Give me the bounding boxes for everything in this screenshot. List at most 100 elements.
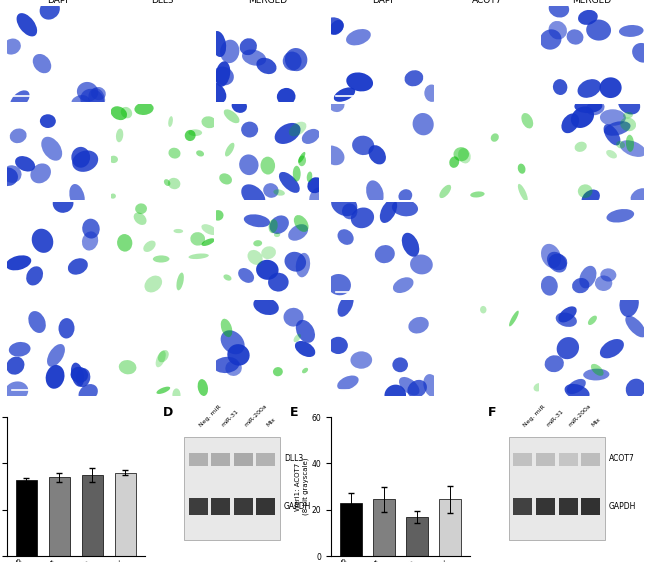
Ellipse shape <box>384 384 406 406</box>
Ellipse shape <box>153 255 170 262</box>
Y-axis label: Weri1 miR-200a: Weri1 miR-200a <box>0 222 3 278</box>
Y-axis label: Weri1 miR-200a: Weri1 miR-200a <box>0 222 3 278</box>
Ellipse shape <box>582 189 600 207</box>
Ellipse shape <box>575 142 587 152</box>
Ellipse shape <box>408 317 429 333</box>
Ellipse shape <box>423 374 439 397</box>
Ellipse shape <box>380 199 397 223</box>
Ellipse shape <box>172 388 181 401</box>
Ellipse shape <box>518 184 528 202</box>
Ellipse shape <box>346 72 373 92</box>
Ellipse shape <box>274 189 285 196</box>
Ellipse shape <box>231 99 247 113</box>
Y-axis label: Weri1 miR-31: Weri1 miR-31 <box>0 128 3 175</box>
Ellipse shape <box>270 215 289 234</box>
Ellipse shape <box>601 268 616 282</box>
Ellipse shape <box>553 79 567 95</box>
Ellipse shape <box>578 184 593 198</box>
Bar <box>536 498 555 515</box>
Ellipse shape <box>144 275 162 292</box>
Title: MERGED: MERGED <box>248 0 287 5</box>
Ellipse shape <box>168 116 173 127</box>
Text: GAPDH: GAPDH <box>284 502 311 511</box>
Bar <box>581 498 600 515</box>
Ellipse shape <box>626 379 645 399</box>
Ellipse shape <box>157 387 170 394</box>
Text: Neg. miR: Neg. miR <box>523 404 547 428</box>
Ellipse shape <box>509 311 519 327</box>
Bar <box>373 500 395 556</box>
Ellipse shape <box>268 273 289 292</box>
Ellipse shape <box>330 20 344 35</box>
Ellipse shape <box>202 238 214 246</box>
Y-axis label: Weri1 Negative miR: Weri1 Negative miR <box>326 19 332 88</box>
Ellipse shape <box>116 129 124 142</box>
Ellipse shape <box>337 229 354 245</box>
Ellipse shape <box>32 229 53 253</box>
Ellipse shape <box>29 311 46 333</box>
Text: miR-31: miR-31 <box>221 409 240 428</box>
Ellipse shape <box>600 339 624 359</box>
Ellipse shape <box>399 377 419 395</box>
Ellipse shape <box>322 17 344 34</box>
Ellipse shape <box>221 319 232 337</box>
Ellipse shape <box>579 266 597 288</box>
Bar <box>234 498 253 515</box>
Ellipse shape <box>346 29 370 46</box>
Bar <box>536 452 555 466</box>
Ellipse shape <box>393 277 413 293</box>
Ellipse shape <box>32 54 51 73</box>
Ellipse shape <box>606 150 617 158</box>
Ellipse shape <box>254 240 262 246</box>
Ellipse shape <box>240 38 257 55</box>
Ellipse shape <box>595 275 612 291</box>
Ellipse shape <box>294 215 309 232</box>
Text: ACOT7: ACOT7 <box>609 454 634 463</box>
Ellipse shape <box>224 110 239 123</box>
Bar <box>184 437 280 540</box>
Text: miR-31: miR-31 <box>545 409 565 428</box>
Bar <box>211 498 230 515</box>
Ellipse shape <box>626 135 634 152</box>
Ellipse shape <box>72 151 98 172</box>
Text: DLL3: DLL3 <box>284 454 304 463</box>
Ellipse shape <box>298 152 306 163</box>
Ellipse shape <box>220 330 244 354</box>
Ellipse shape <box>571 106 594 128</box>
Ellipse shape <box>288 224 308 241</box>
Y-axis label: Weri1 Mix: Weri1 Mix <box>0 330 3 365</box>
Ellipse shape <box>366 180 384 205</box>
Ellipse shape <box>79 384 98 402</box>
Bar <box>406 517 428 556</box>
Ellipse shape <box>604 121 630 136</box>
Ellipse shape <box>302 368 308 373</box>
Ellipse shape <box>549 253 567 270</box>
Ellipse shape <box>619 140 646 157</box>
Ellipse shape <box>155 351 166 368</box>
Ellipse shape <box>275 123 300 144</box>
Ellipse shape <box>545 355 564 372</box>
Ellipse shape <box>623 112 633 119</box>
Ellipse shape <box>213 357 239 373</box>
Ellipse shape <box>556 312 577 327</box>
Ellipse shape <box>491 133 499 142</box>
Bar <box>188 452 207 466</box>
Ellipse shape <box>261 246 276 259</box>
Bar <box>341 503 362 556</box>
Ellipse shape <box>616 141 625 148</box>
Ellipse shape <box>206 82 226 103</box>
Ellipse shape <box>586 101 604 115</box>
Text: F: F <box>488 406 497 419</box>
Ellipse shape <box>277 88 296 105</box>
Text: Neg. miR: Neg. miR <box>198 404 222 428</box>
Ellipse shape <box>196 151 204 157</box>
Ellipse shape <box>604 124 620 146</box>
Ellipse shape <box>198 379 208 396</box>
Ellipse shape <box>279 172 300 193</box>
Ellipse shape <box>632 43 650 62</box>
Text: Mix: Mix <box>591 417 602 428</box>
Text: E: E <box>290 406 298 419</box>
Ellipse shape <box>261 157 275 175</box>
Ellipse shape <box>350 351 372 369</box>
Ellipse shape <box>224 274 231 280</box>
